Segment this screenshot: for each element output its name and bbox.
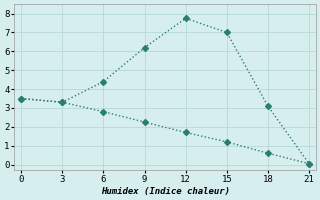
X-axis label: Humidex (Indice chaleur): Humidex (Indice chaleur) [100, 187, 230, 196]
